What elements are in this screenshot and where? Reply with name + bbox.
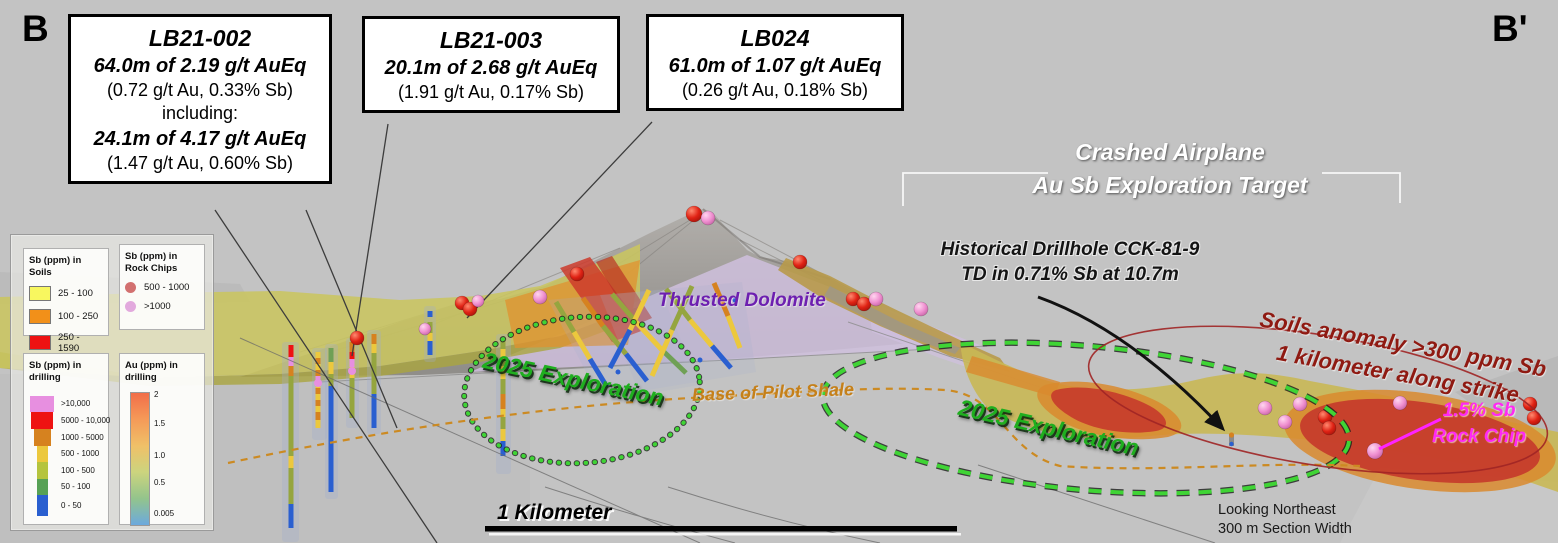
drillhole-id: LB21-003 bbox=[439, 27, 543, 53]
intercept: 61.0m of 1.07 g/t AuEq bbox=[668, 54, 882, 77]
au-gradient-bar bbox=[130, 392, 150, 526]
legend-item: >1000 bbox=[125, 300, 199, 312]
historical-drillhole-trace bbox=[1228, 432, 1235, 447]
dolomite-base-line bbox=[319, 345, 988, 383]
legend-item: 1000 - 5000 bbox=[29, 428, 104, 446]
color-swatch bbox=[29, 308, 51, 324]
soil-band-right bbox=[960, 342, 1558, 492]
color-swatch bbox=[36, 494, 48, 516]
callout-lb21-003: LB21-003 20.1m of 2.68 g/t AuEq (1.91 g/… bbox=[362, 16, 620, 114]
legend-item: 50 - 100 bbox=[29, 478, 103, 495]
au-tick: 0.005 bbox=[154, 509, 175, 518]
callout-leader-lines bbox=[214, 121, 653, 543]
intercept: 24.1m of 4.17 g/t AuEq bbox=[93, 127, 307, 150]
legend-item: 100 - 250 bbox=[29, 308, 103, 324]
intercept: 20.1m of 2.68 g/t AuEq bbox=[384, 56, 598, 79]
scale-bar-label: 1 Kilometer bbox=[497, 501, 612, 524]
view-note: Looking Northeast 300 m Section Width bbox=[1218, 502, 1352, 537]
section-label-b-prime: B' bbox=[1492, 8, 1528, 49]
legend-title: Sb (ppm) in drilling bbox=[29, 360, 82, 383]
intercept-grades: (0.72 g/t Au, 0.33% Sb) bbox=[106, 79, 294, 100]
legend-au-drilling: Au (ppm) in drilling 2 1.5 1.0 0.5 0.005 bbox=[119, 353, 205, 526]
legend-sb-rock-chips: Sb (ppm) in Rock Chips 500 - 1000 >1000 bbox=[119, 244, 205, 330]
color-swatch bbox=[29, 285, 51, 301]
color-dot bbox=[125, 281, 136, 293]
color-swatch bbox=[29, 335, 51, 351]
au-tick: 0.5 bbox=[154, 478, 166, 487]
section-frame-lines bbox=[239, 337, 1216, 543]
color-swatch bbox=[31, 411, 53, 429]
legend-item: 100 - 500 bbox=[29, 461, 103, 479]
drillhole-pink-blob bbox=[314, 379, 322, 387]
drillhole bbox=[500, 338, 506, 456]
sb-rock-chip-label: 1.5% Sb Rock Chip bbox=[1432, 400, 1526, 447]
historical-arrow bbox=[1037, 295, 1226, 432]
downslope-band bbox=[778, 258, 1010, 372]
intercept-grades: (0.26 g/t Au, 0.18% Sb) bbox=[681, 79, 869, 100]
historical-drillhole-label: Historical Drillhole CCK-81-9 TD in 0.71… bbox=[940, 239, 1200, 285]
exploration-ellipse-right bbox=[819, 339, 1353, 497]
drillhole bbox=[328, 348, 334, 492]
intercept: 64.0m of 2.19 g/t AuEq bbox=[93, 54, 307, 77]
legend-item: 500 - 1000 bbox=[125, 281, 199, 293]
legend-title: Sb (ppm) in Rock Chips bbox=[125, 251, 178, 274]
legend-title: Sb (ppm) in Soils bbox=[29, 255, 82, 278]
color-swatch bbox=[36, 461, 48, 479]
crashed-airplane-label: Crashed Airplane Au Sb Exploration Targe… bbox=[1032, 139, 1308, 199]
including-label: including: bbox=[161, 103, 239, 124]
au-tick: 1.5 bbox=[154, 419, 166, 428]
au-tick: 1.0 bbox=[154, 451, 166, 460]
legend-sb-drilling: Sb (ppm) in drilling >10,000 5000 - 10,0… bbox=[23, 353, 110, 525]
intercept-grades: (1.91 g/t Au, 0.17% Sb) bbox=[397, 81, 585, 102]
legend-title: Au (ppm) in drilling bbox=[125, 360, 178, 383]
legend-panel: Sb (ppm) in Soils 25 - 100 100 - 250 250… bbox=[10, 234, 214, 531]
right-red-blob bbox=[1300, 398, 1540, 484]
drillholes-inclined bbox=[553, 282, 743, 389]
exploration-ellipse-left bbox=[461, 313, 703, 467]
drillhole-pink-blob bbox=[348, 367, 356, 375]
legend-item: 0 - 50 bbox=[29, 494, 103, 516]
drillhole-id: LB024 bbox=[740, 25, 810, 51]
legend-item: 25 - 100 bbox=[29, 285, 103, 301]
color-swatch bbox=[33, 428, 51, 446]
color-dot bbox=[125, 300, 136, 312]
callout-lb21-002: LB21-002 64.0m of 2.19 g/t AuEq (0.72 g/… bbox=[68, 14, 332, 184]
au-tick: 2 bbox=[154, 390, 159, 399]
color-swatch bbox=[36, 445, 48, 462]
thrusted-dolomite-label: Thrusted Dolomite bbox=[658, 290, 826, 311]
drillholes-vertical bbox=[288, 311, 506, 528]
rock-chip-spheres bbox=[349, 205, 1542, 460]
soil-band-left-shadow bbox=[0, 306, 640, 386]
pilot-shale-dashed-line bbox=[227, 387, 1361, 470]
color-swatch bbox=[30, 395, 54, 412]
soil-band-right-orange-stripe bbox=[966, 356, 1060, 397]
legend-item: 250 - 1590 bbox=[29, 332, 103, 354]
drillhole-id: LB21-002 bbox=[148, 25, 252, 51]
drillhole bbox=[371, 334, 377, 428]
mid-red-patch bbox=[1051, 387, 1167, 433]
scale-bar bbox=[485, 526, 961, 536]
target-brackets bbox=[902, 172, 1401, 206]
legend-item: >10,000 bbox=[29, 395, 103, 412]
legend-item: 500 - 1000 bbox=[29, 445, 103, 462]
rock-chip-leader-line bbox=[1378, 417, 1442, 451]
color-swatch bbox=[36, 478, 48, 495]
legend-sb-soils: Sb (ppm) in Soils 25 - 100 100 - 250 250… bbox=[23, 248, 109, 354]
soils-anomaly-ellipse bbox=[1087, 325, 1549, 475]
intercept-grades: (1.47 g/t Au, 0.60% Sb) bbox=[106, 152, 294, 173]
legend-item: 5000 - 10,000 bbox=[29, 411, 110, 429]
drillhole bbox=[288, 345, 294, 528]
section-label-b: B bbox=[22, 8, 49, 49]
callout-lb024: LB024 61.0m of 1.07 g/t AuEq (0.26 g/t A… bbox=[646, 14, 904, 112]
